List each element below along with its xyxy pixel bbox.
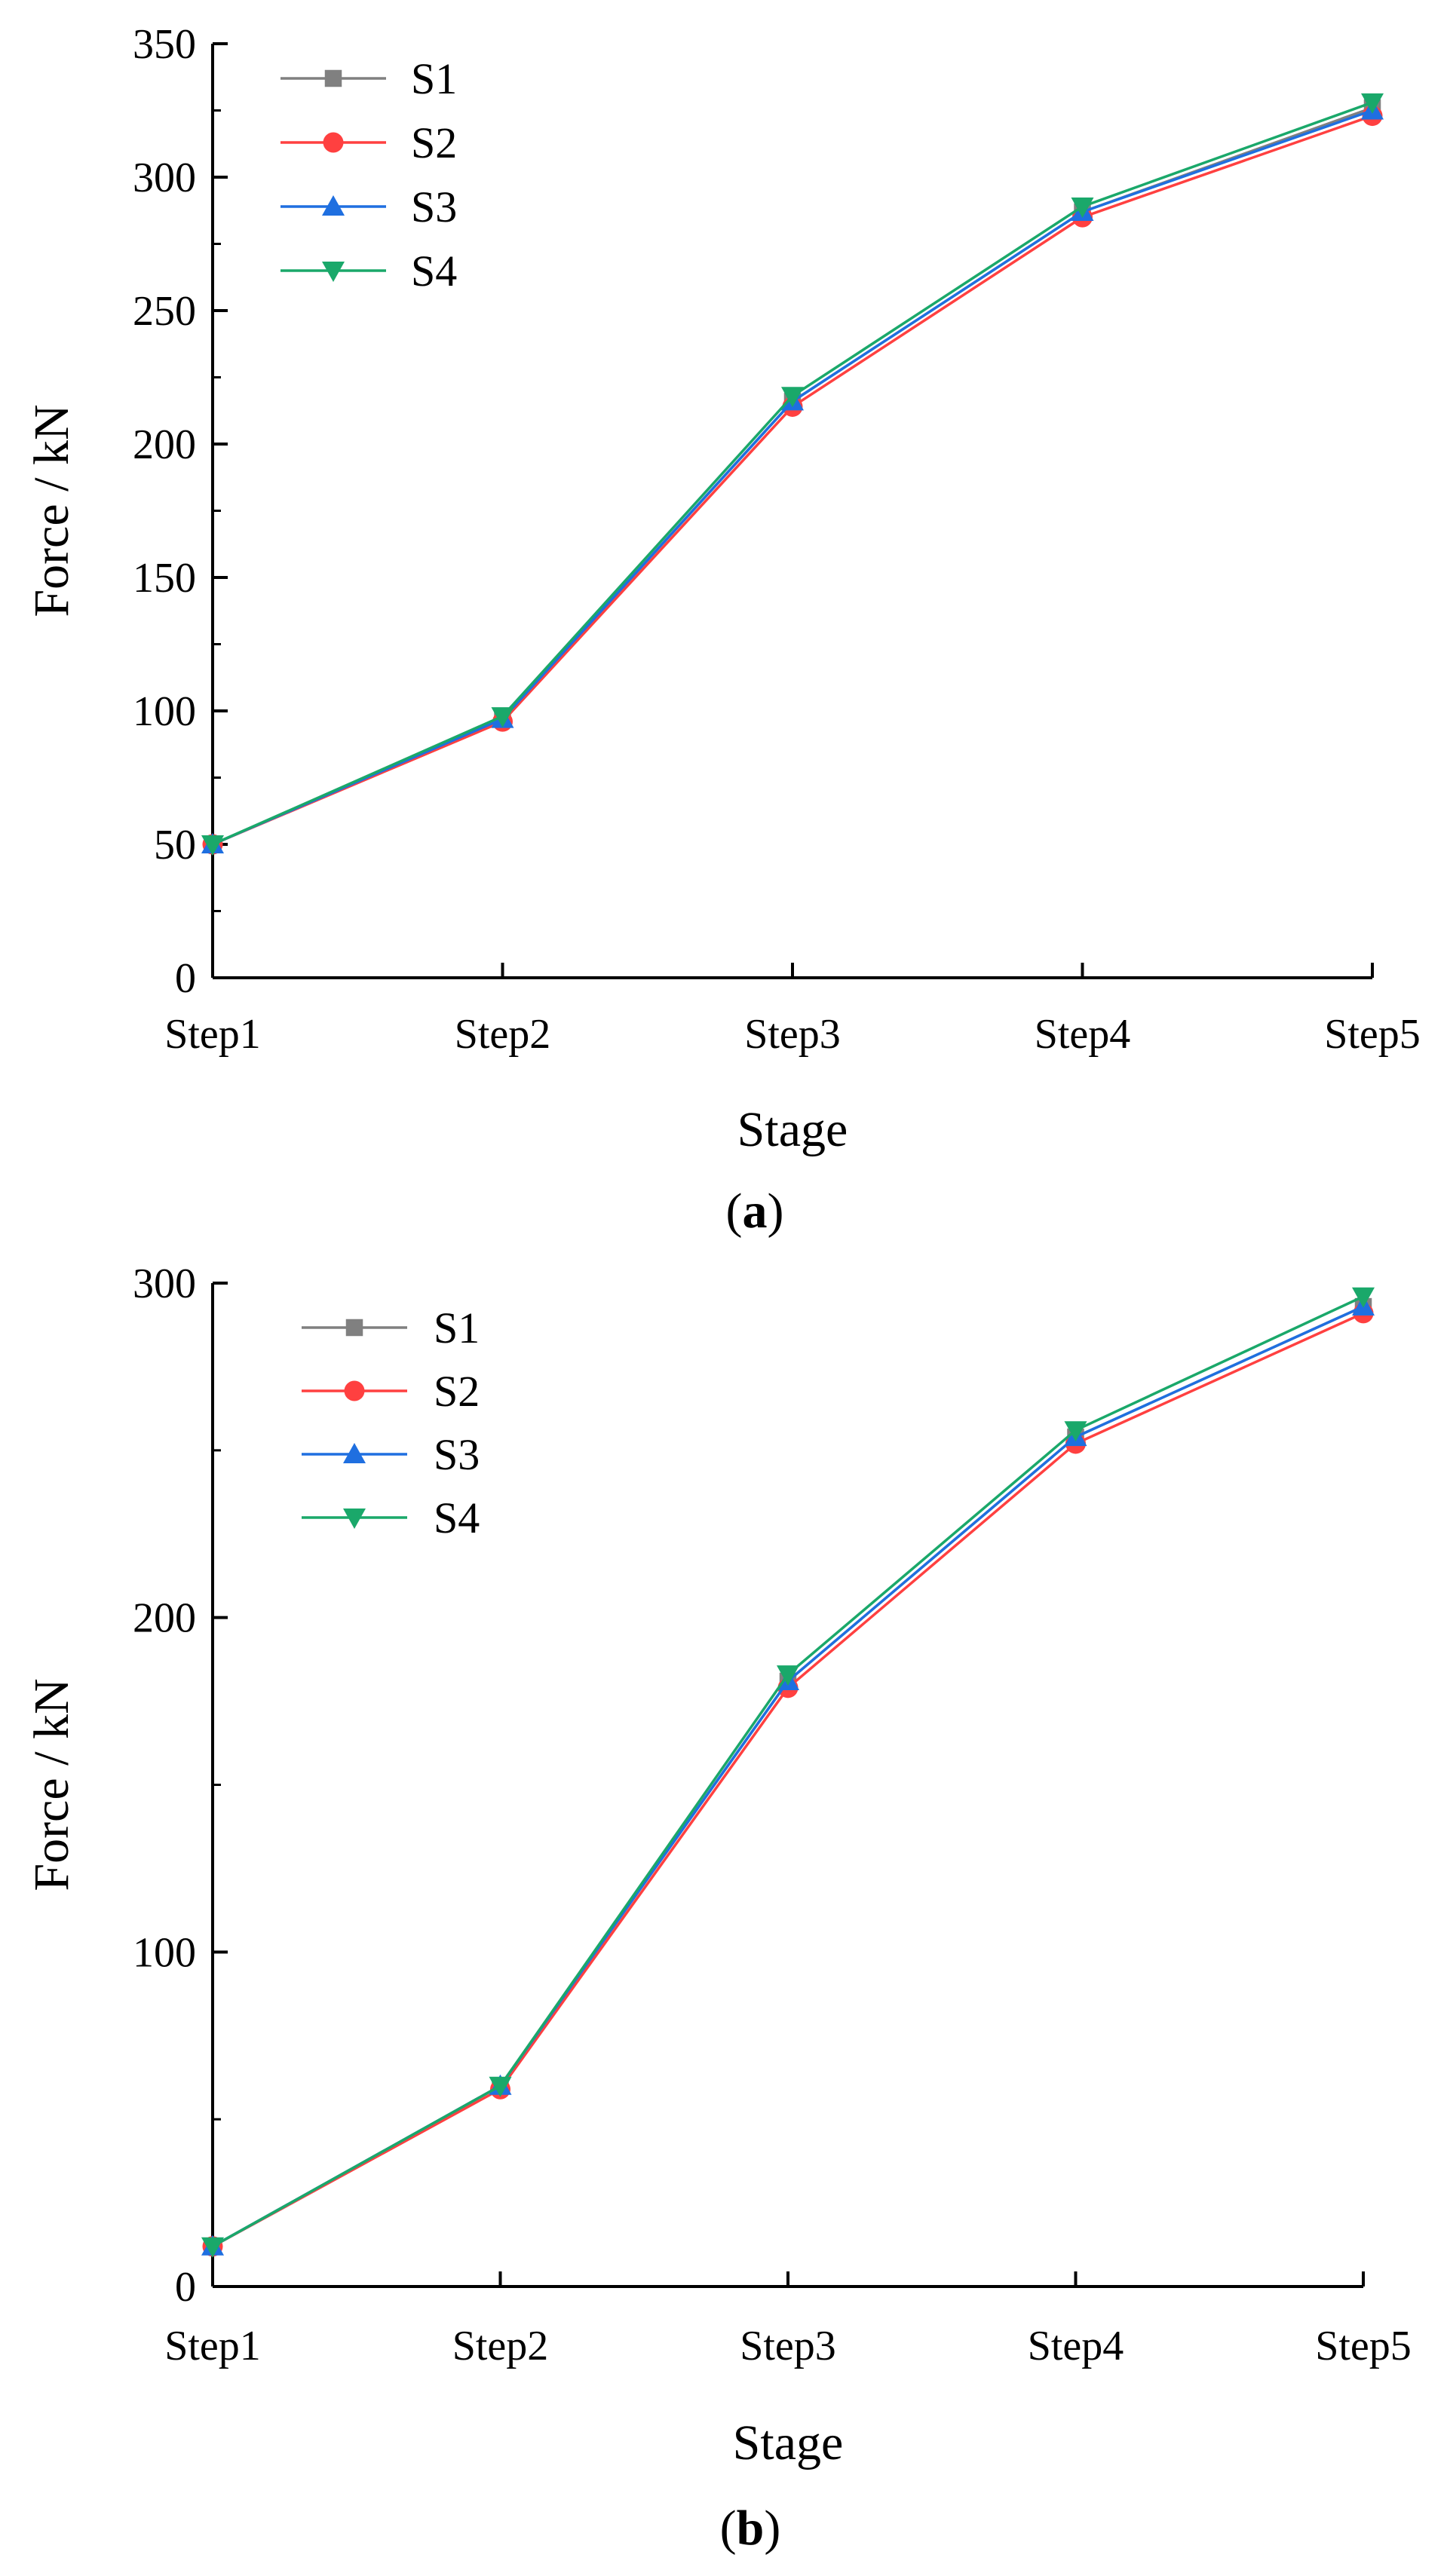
series-line-s4 bbox=[212, 1295, 1364, 2248]
data-point-s4 bbox=[777, 1665, 799, 1686]
panel-label: (a) bbox=[726, 1184, 784, 1239]
series-s1 bbox=[204, 99, 1381, 853]
y-tick-label: 100 bbox=[133, 688, 196, 735]
y-tick-label: 50 bbox=[154, 822, 196, 868]
legend-marker bbox=[344, 1380, 365, 1401]
series-line-s1 bbox=[212, 1305, 1364, 2248]
legend-label: S3 bbox=[411, 182, 457, 231]
x-tick-label: Step1 bbox=[164, 2323, 261, 2369]
series-s3 bbox=[201, 1295, 1375, 2256]
y-tick-label: 0 bbox=[175, 2264, 196, 2311]
legend-marker bbox=[345, 1319, 363, 1337]
data-point-s4 bbox=[201, 2237, 224, 2258]
y-axis-title: Force / kN bbox=[24, 404, 79, 617]
series-s4 bbox=[201, 1287, 1375, 2258]
data-point-s4 bbox=[489, 2076, 512, 2097]
data-point-s4 bbox=[1352, 1287, 1375, 1308]
legend-item-s1: S1 bbox=[281, 54, 457, 103]
series-line-s4 bbox=[212, 101, 1373, 846]
legend-marker bbox=[343, 1443, 366, 1463]
x-axis-title: Stage bbox=[733, 2415, 844, 2470]
chart-panel-a: 0 50 100 150 200 250 300 350 Step1 Step2 Step3 Step… bbox=[24, 21, 1421, 1239]
legend-label: S2 bbox=[434, 1367, 480, 1416]
legend-marker bbox=[343, 1509, 366, 1529]
legend-label: S4 bbox=[411, 247, 457, 296]
data-point-s4 bbox=[1361, 93, 1384, 114]
legend-marker bbox=[322, 262, 345, 282]
series-s1 bbox=[204, 1297, 1372, 2256]
legend-marker bbox=[322, 195, 345, 216]
series-s4 bbox=[201, 93, 1384, 856]
x-tick-label: Step4 bbox=[1035, 1011, 1131, 1058]
legend-item-s4: S4 bbox=[302, 1493, 480, 1542]
y-tick-label: 200 bbox=[133, 1595, 196, 1642]
y-tick-label: 300 bbox=[133, 1260, 196, 1307]
chart-panel-b: 0 100 200 300 Step1 Step2 Step3 Step4 Step5 Stage… bbox=[24, 1260, 1412, 2556]
y-tick-label: 150 bbox=[133, 555, 196, 602]
data-point-s4 bbox=[1064, 1421, 1087, 1442]
y-tick-label: 200 bbox=[133, 421, 196, 468]
x-tick-label: Step5 bbox=[1324, 1011, 1421, 1058]
legend-marker bbox=[323, 132, 344, 153]
x-tick-label: Step2 bbox=[455, 1011, 551, 1058]
series-line-s1 bbox=[212, 106, 1373, 846]
series-line-s2 bbox=[212, 114, 1373, 846]
legend-item-s2: S2 bbox=[281, 118, 457, 167]
y-tick-label: 350 bbox=[133, 21, 196, 68]
legend-label: S4 bbox=[434, 1493, 480, 1542]
y-tick-label: 300 bbox=[133, 155, 196, 201]
y-tick-label: 100 bbox=[133, 1929, 196, 1976]
legend-item-s2: S2 bbox=[302, 1367, 480, 1416]
data-point-s4 bbox=[781, 387, 804, 408]
legend-label: S3 bbox=[434, 1430, 480, 1479]
series-s2 bbox=[202, 106, 1383, 855]
data-point-s4 bbox=[1071, 197, 1094, 218]
legend-item-s1: S1 bbox=[302, 1303, 480, 1352]
series-s3 bbox=[201, 99, 1384, 853]
x-tick-label: Step3 bbox=[740, 2323, 836, 2369]
y-tick-label: 250 bbox=[133, 288, 196, 335]
y-tick-label: 0 bbox=[175, 955, 196, 1002]
x-tick-label: Step4 bbox=[1028, 2323, 1124, 2369]
data-point-s4 bbox=[491, 707, 514, 728]
legend-item-s4: S4 bbox=[281, 247, 457, 296]
x-axis-title: Stage bbox=[737, 1102, 848, 1157]
legend-item-s3: S3 bbox=[302, 1430, 480, 1479]
legend-item-s3: S3 bbox=[281, 182, 457, 231]
x-tick-label: Step2 bbox=[452, 2323, 549, 2369]
series-s2 bbox=[202, 1303, 1374, 2257]
panel-label: (b) bbox=[720, 2501, 781, 2556]
y-axis-title: Force / kN bbox=[24, 1678, 79, 1891]
x-tick-label: Step3 bbox=[744, 1011, 841, 1058]
data-point-s4 bbox=[201, 835, 224, 856]
x-tick-label: Step5 bbox=[1315, 2323, 1412, 2369]
legend-label: S1 bbox=[411, 54, 457, 103]
series-line-s3 bbox=[212, 1305, 1364, 2248]
legend-label: S1 bbox=[434, 1303, 480, 1352]
series-line-s3 bbox=[212, 109, 1373, 846]
legend-label: S2 bbox=[411, 118, 457, 167]
legend-marker bbox=[324, 69, 342, 87]
x-tick-label: Step1 bbox=[164, 1011, 261, 1058]
